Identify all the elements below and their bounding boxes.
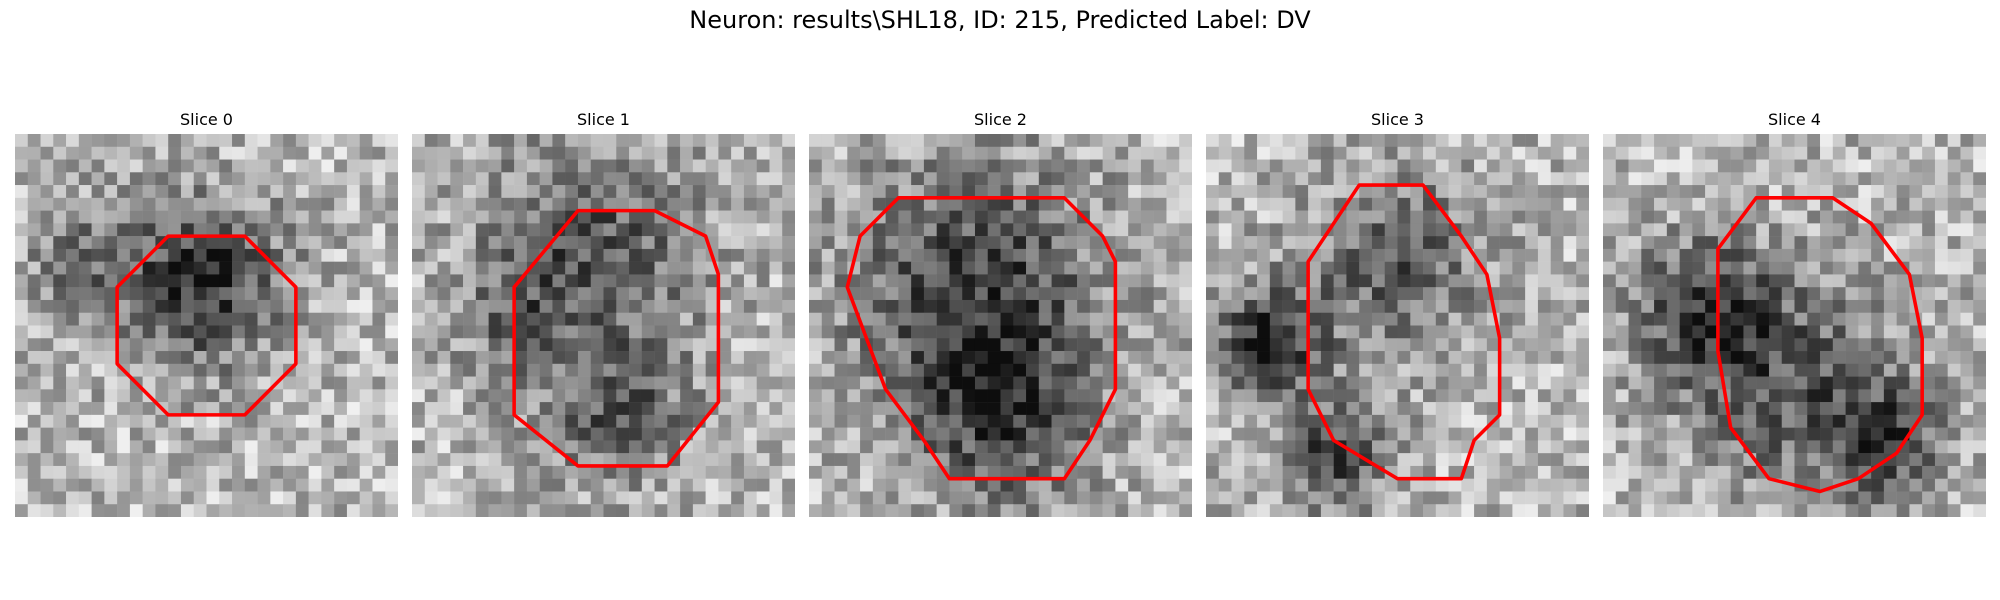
roi-contour — [1716, 196, 1924, 494]
roi-contour — [1306, 183, 1502, 481]
slice-title: Slice 0 — [180, 110, 233, 129]
slice-title: Slice 2 — [974, 110, 1027, 129]
slice-image — [15, 134, 398, 517]
slice-panel-2: Slice 2 — [809, 110, 1192, 530]
slice-image — [412, 134, 795, 517]
slice-title: Slice 4 — [1768, 110, 1821, 129]
roi-contour — [845, 196, 1118, 481]
slice-image — [809, 134, 1192, 517]
slice-panel-0: Slice 0 — [15, 110, 398, 530]
figure-title: Neuron: results\SHL18, ID: 215, Predicte… — [689, 6, 1311, 34]
slice-image — [1206, 134, 1589, 517]
roi-contour — [115, 234, 298, 417]
slice-panel-3: Slice 3 — [1206, 110, 1589, 530]
roi-contour — [512, 208, 721, 468]
slice-title: Slice 3 — [1371, 110, 1424, 129]
slice-panel-1: Slice 1 — [412, 110, 795, 530]
slice-panel-4: Slice 4 — [1603, 110, 1986, 530]
slice-image — [1603, 134, 1986, 517]
slice-title: Slice 1 — [577, 110, 630, 129]
